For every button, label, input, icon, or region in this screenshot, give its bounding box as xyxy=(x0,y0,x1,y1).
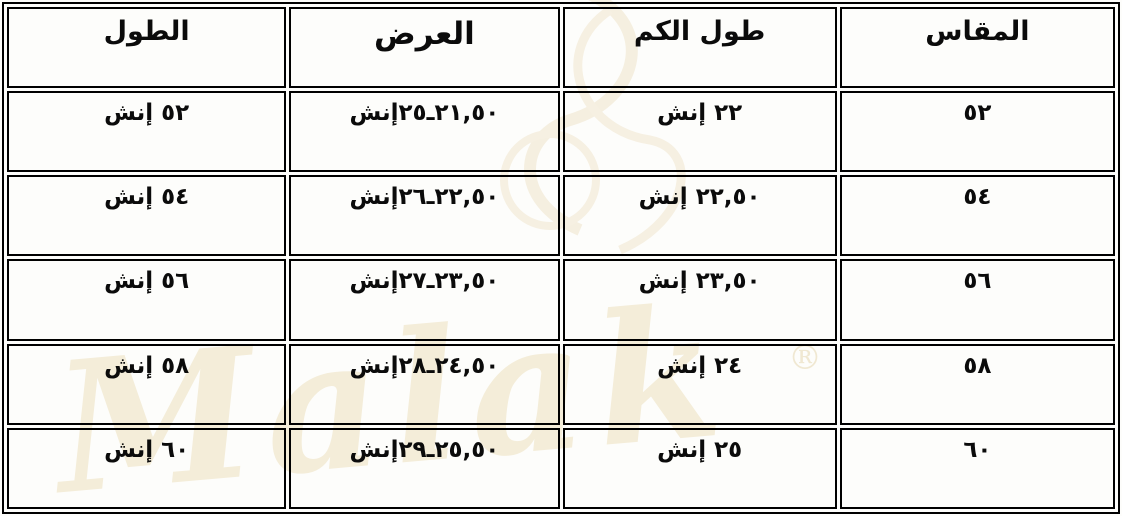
cell-length: ٥٨ إنش xyxy=(7,343,287,425)
cell-size: ٦٠ xyxy=(839,427,1115,509)
column-header-size: المقاس xyxy=(839,7,1115,89)
cell-sleeve-length: ٢٤ إنش xyxy=(562,343,837,425)
cell-width: ٢٢,٥٠ـ٢٦إنش xyxy=(289,175,560,257)
table-row: ٥٢ ٢٢ إنش ٢١,٥٠ـ٢٥إنش ٥٢ إنش xyxy=(7,91,1115,173)
table-row: ٥٦ ٢٣,٥٠ إنش ٢٣,٥٠ـ٢٧إنش ٥٦ إنش xyxy=(7,259,1115,341)
table-row: ٥٤ ٢٢,٥٠ إنش ٢٢,٥٠ـ٢٦إنش ٥٤ إنش xyxy=(7,175,1115,257)
cell-size: ٥٢ xyxy=(839,91,1115,173)
cell-size: ٥٨ xyxy=(839,343,1115,425)
cell-width: ٢١,٥٠ـ٢٥إنش xyxy=(289,91,560,173)
cell-width: ٢٤,٥٠ـ٢٨إنش xyxy=(289,343,560,425)
cell-sleeve-length: ٢٢,٥٠ إنش xyxy=(562,175,837,257)
cell-sleeve-length: ٢٥ إنش xyxy=(562,427,837,509)
cell-length: ٦٠ إنش xyxy=(7,427,287,509)
cell-width: ٢٣,٥٠ـ٢٧إنش xyxy=(289,259,560,341)
column-header-length: الطول xyxy=(7,7,287,89)
cell-length: ٥٤ إنش xyxy=(7,175,287,257)
cell-length: ٥٦ إنش xyxy=(7,259,287,341)
column-header-sleeve-length: طول الكم xyxy=(562,7,837,89)
cell-size: ٥٦ xyxy=(839,259,1115,341)
cell-sleeve-length: ٢٢ إنش xyxy=(562,91,837,173)
cell-width: ٢٥,٥٠ـ٢٩إنش xyxy=(289,427,560,509)
cell-sleeve-length: ٢٣,٥٠ إنش xyxy=(562,259,837,341)
cell-length: ٥٢ إنش xyxy=(7,91,287,173)
cell-size: ٥٤ xyxy=(839,175,1115,257)
table-row: ٦٠ ٢٥ إنش ٢٥,٥٠ـ٢٩إنش ٦٠ إنش xyxy=(7,427,1115,509)
table-row: ٥٨ ٢٤ إنش ٢٤,٥٠ـ٢٨إنش ٥٨ إنش xyxy=(7,343,1115,425)
header-row: المقاس طول الكم العرض الطول xyxy=(7,7,1115,89)
column-header-width: العرض xyxy=(289,7,560,89)
